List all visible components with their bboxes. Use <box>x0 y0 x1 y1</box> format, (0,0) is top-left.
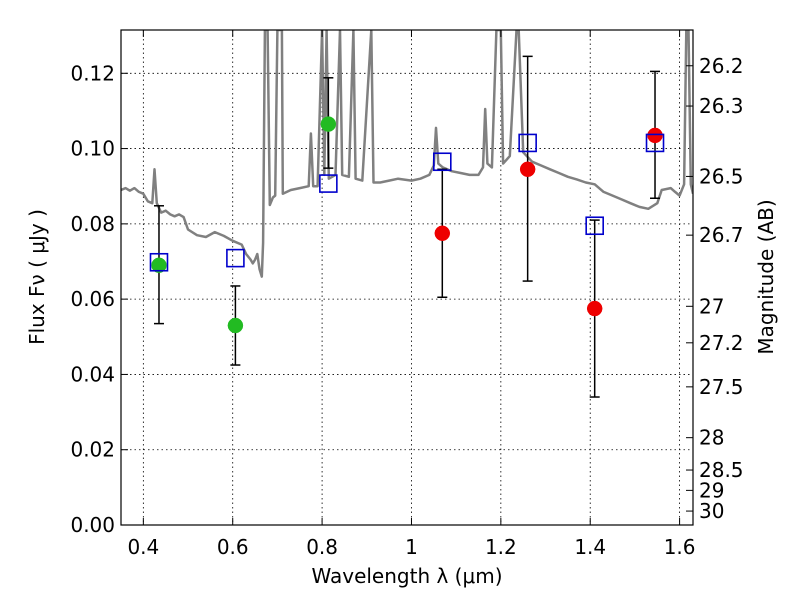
y-tick-label: 0.10 <box>70 137 115 161</box>
right-tick-label: 26.5 <box>699 164 744 188</box>
square-point <box>585 216 604 236</box>
right-tick-label: 27.5 <box>699 375 744 399</box>
x-tick-label: 0.4 <box>127 535 159 559</box>
right-tick-label: 26.7 <box>699 223 744 247</box>
y-tick-label: 0.02 <box>70 438 115 462</box>
right-tick-label: 30 <box>699 499 724 523</box>
x-tick-label: 1.6 <box>664 535 696 559</box>
x-tick-label: 1.2 <box>485 535 517 559</box>
data-markers <box>149 116 665 334</box>
y-tick-label: 0.04 <box>70 362 115 386</box>
square-point <box>645 133 665 153</box>
x-tick-labels: 0.4 0.6 0.8 1 1.2 1.4 1.6 <box>127 535 695 559</box>
right-tick-label: 27.2 <box>699 331 744 355</box>
y-tick-label: 0.00 <box>70 513 115 537</box>
spectrum-line <box>121 30 693 278</box>
y-tick-labels: 0.00 0.02 0.04 0.06 0.08 0.10 0.12 <box>70 61 115 537</box>
x-tick-label: 0.8 <box>306 535 338 559</box>
right-tick-label: 29 <box>699 478 724 502</box>
right-tick-label: 26.2 <box>699 54 744 78</box>
square-point <box>226 248 245 268</box>
right-tick-label: 26.3 <box>699 94 744 118</box>
model-spectrum <box>121 30 693 278</box>
x-tick-label: 1 <box>405 535 418 559</box>
circle-point <box>647 127 663 144</box>
circle-point <box>434 225 451 242</box>
circle-point <box>586 300 603 317</box>
right-tick-label: 28 <box>699 426 724 450</box>
x-tick-label: 0.6 <box>217 535 249 559</box>
y-tick-label: 0.08 <box>70 212 115 236</box>
x-tick-label: 1.4 <box>574 535 606 559</box>
y-axis-title: Flux Fν ( μJy ) <box>25 209 49 345</box>
plot-frame <box>120 29 694 526</box>
right-tick-label: 27 <box>699 294 724 318</box>
square-point <box>518 133 537 153</box>
plot-background <box>121 30 693 525</box>
circle-point <box>519 161 536 178</box>
axis-ticks <box>121 30 693 526</box>
square-point <box>319 174 338 193</box>
square-point <box>433 152 452 172</box>
circle-point <box>320 116 337 132</box>
circle-point <box>227 317 244 334</box>
circle-point <box>151 257 167 274</box>
right-tick-label: 28.5 <box>699 458 744 482</box>
y-tick-label: 0.06 <box>70 287 115 311</box>
x-axis-title: Wavelength λ (μm) <box>311 564 502 588</box>
grid-lines <box>121 30 693 525</box>
square-point <box>149 252 169 272</box>
y-tick-label: 0.12 <box>70 61 115 85</box>
right-axis-title: Magnitude (AB) <box>754 199 778 354</box>
